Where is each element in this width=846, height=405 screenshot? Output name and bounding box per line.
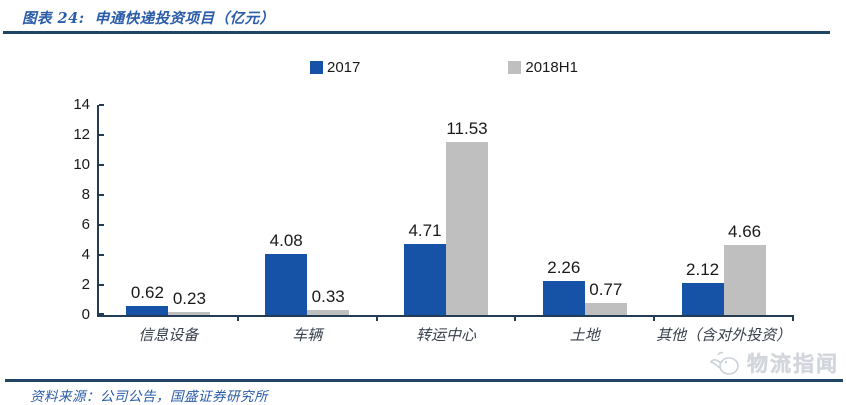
bar-value-label: 2.26 xyxy=(547,258,581,278)
y-tick-label: 14 xyxy=(73,96,90,113)
category-group: 4.08 0.33 车辆 xyxy=(238,105,377,344)
footer-divider xyxy=(5,379,843,382)
plot-area: 0.62 0.23 信息设备 4.08 0.33 车辆 4.71 11.53 转运中心 2.26 0… xyxy=(97,104,794,344)
bar-value-label: 4.66 xyxy=(728,222,762,242)
category-group: 2.12 4.66 其他（含对外投资） xyxy=(654,105,793,344)
legend-label-2017: 2017 xyxy=(327,59,361,76)
legend-label-2018h1: 2018H1 xyxy=(525,59,578,76)
y-tick-mark xyxy=(99,224,104,226)
y-tick-mark xyxy=(99,104,104,106)
bar-2017: 2.12 xyxy=(681,260,724,315)
bar-2018H1: 4.66 xyxy=(723,222,766,315)
y-axis-labels: 0 2 4 6 8 10 12 14 xyxy=(52,96,90,323)
legend-swatch-2018h1 xyxy=(508,61,522,74)
x-tick-mark xyxy=(653,315,656,321)
y-tick-mark xyxy=(99,194,104,196)
logistics-logo-icon xyxy=(710,351,739,375)
bar-value-label: 0.23 xyxy=(172,288,206,308)
y-tick-mark xyxy=(99,313,104,315)
bar-2018H1: 0.23 xyxy=(168,289,211,315)
bar-value-label: 4.71 xyxy=(408,221,442,241)
figure-label: 图表 24: xyxy=(22,10,85,27)
bar-2018H1: 0.77 xyxy=(584,280,627,315)
legend-swatch-2017 xyxy=(310,61,323,74)
category-label: 信息设备 xyxy=(138,326,199,344)
category-label: 土地 xyxy=(569,326,600,344)
x-tick-mark xyxy=(375,315,378,321)
x-tick-mark xyxy=(514,315,517,321)
y-tick-label: 12 xyxy=(73,126,90,143)
y-tick-mark xyxy=(99,284,104,286)
category-label: 车辆 xyxy=(292,326,323,344)
y-tick-label: 2 xyxy=(81,276,90,293)
y-tick-mark xyxy=(99,164,104,166)
legend-item-2018h1: 2018H1 xyxy=(508,59,578,76)
watermark: 物流指闻 xyxy=(706,347,843,379)
bar-2018H1: 11.53 xyxy=(445,119,488,315)
source-note: 资料来源：公司公告，国盛证券研究所 xyxy=(30,389,268,405)
bar-2017: 4.08 xyxy=(265,231,308,315)
y-tick-label: 10 xyxy=(73,156,90,173)
y-tick-label: 4 xyxy=(81,246,90,263)
bar-2017: 0.62 xyxy=(126,283,169,315)
figure-title-text: 申通快递投资项目（亿元） xyxy=(94,10,275,27)
chart-legend: 2017 2018H1 xyxy=(0,59,846,76)
y-tick-mark xyxy=(99,254,104,256)
bar-value-label: 11.53 xyxy=(446,119,488,139)
y-tick-mark xyxy=(99,134,104,136)
bar-value-label: 0.77 xyxy=(589,280,623,300)
y-tick-label: 8 xyxy=(81,186,90,203)
category-label: 其他（含对外投资） xyxy=(656,326,792,344)
bar-value-label: 0.33 xyxy=(311,287,345,307)
x-tick-mark xyxy=(792,315,794,321)
figure-title: 图表 24: 申通快递投资项目（亿元） xyxy=(22,7,275,28)
bar-2018H1: 0.33 xyxy=(307,287,350,315)
legend-item-2017: 2017 xyxy=(310,59,360,76)
bar-value-label: 2.12 xyxy=(686,260,720,280)
category-group: 4.71 11.53 转运中心 xyxy=(377,105,516,344)
bar-value-label: 0.62 xyxy=(130,282,164,302)
x-tick-mark xyxy=(236,315,239,321)
y-tick-label: 0 xyxy=(81,306,90,323)
y-tick-label: 6 xyxy=(81,216,90,233)
bar-2017: 4.71 xyxy=(403,221,446,315)
category-label: 转运中心 xyxy=(415,326,476,344)
watermark-text: 物流指闻 xyxy=(747,353,839,377)
bar-value-label: 4.08 xyxy=(269,230,303,250)
category-group: 0.62 0.23 信息设备 xyxy=(99,105,238,344)
category-group: 2.26 0.77 土地 xyxy=(515,105,654,344)
bar-2017: 2.26 xyxy=(542,258,585,315)
title-divider xyxy=(3,31,830,34)
